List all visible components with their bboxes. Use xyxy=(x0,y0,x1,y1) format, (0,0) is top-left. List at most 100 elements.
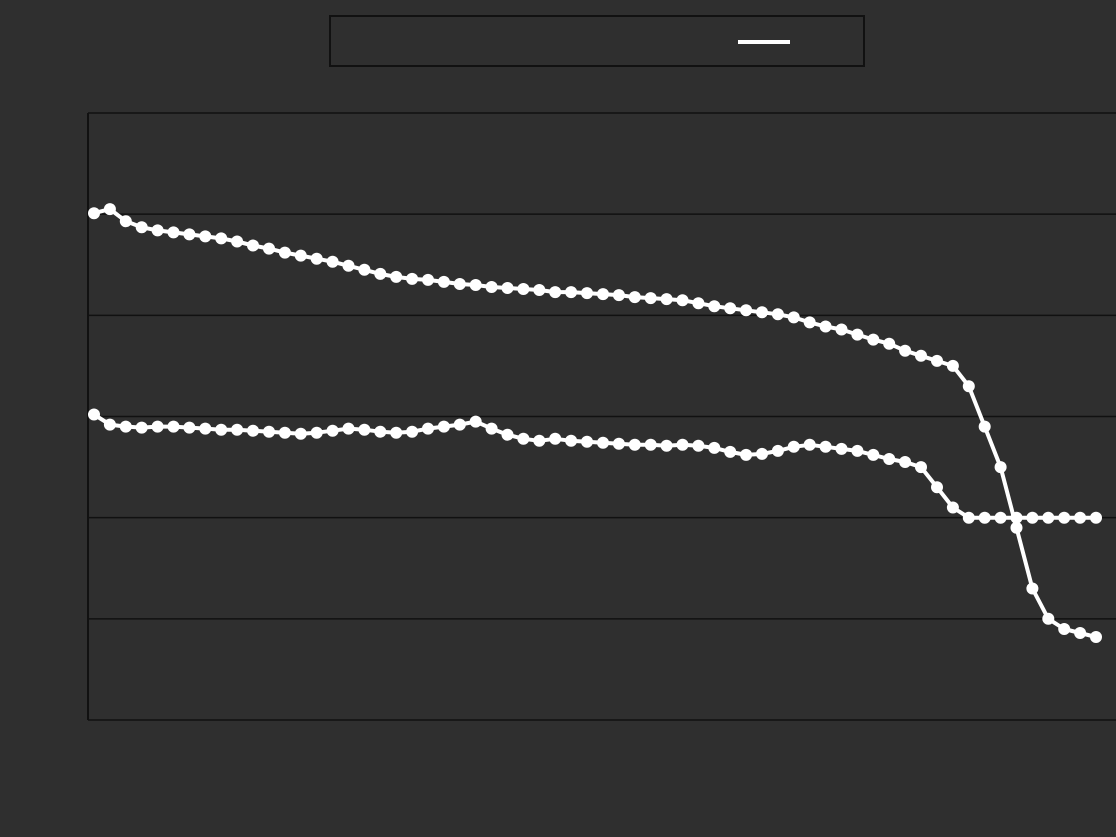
data-point xyxy=(819,320,832,333)
data-point xyxy=(692,297,705,310)
data-point xyxy=(676,438,689,451)
data-point xyxy=(899,456,912,468)
data-point xyxy=(1074,511,1087,524)
data-point xyxy=(978,511,991,524)
data-point xyxy=(819,440,832,453)
data-point xyxy=(565,434,578,447)
data-point xyxy=(135,421,148,434)
data-point xyxy=(199,422,212,435)
data-point xyxy=(533,284,546,296)
data-point xyxy=(1042,511,1055,524)
data-point xyxy=(724,302,737,315)
data-point xyxy=(358,263,371,276)
data-point xyxy=(851,328,864,341)
data-point xyxy=(374,267,387,280)
series-2 xyxy=(88,408,1102,524)
data-point xyxy=(994,511,1007,524)
data-point xyxy=(628,438,641,451)
data-point xyxy=(103,418,116,431)
data-point xyxy=(565,286,578,299)
data-point xyxy=(915,461,927,474)
data-point xyxy=(406,272,419,285)
data-point xyxy=(247,239,259,252)
data-point xyxy=(247,424,259,437)
data-point xyxy=(231,423,244,436)
data-point xyxy=(931,354,943,367)
data-point xyxy=(676,294,689,307)
data-point xyxy=(263,425,275,438)
data-point xyxy=(1074,627,1087,639)
data-point xyxy=(787,440,800,453)
data-point xyxy=(326,255,339,268)
data-point xyxy=(183,228,196,241)
data-point xyxy=(151,420,164,433)
data-point xyxy=(628,291,641,304)
data-point xyxy=(390,426,403,439)
data-point xyxy=(103,203,116,216)
data-point xyxy=(597,436,609,449)
data-point xyxy=(517,432,530,445)
data-point xyxy=(787,311,800,324)
data-point xyxy=(581,287,593,300)
series-group xyxy=(88,203,1102,643)
data-point xyxy=(644,438,657,451)
data-point xyxy=(803,316,816,329)
data-point xyxy=(485,422,498,435)
data-point xyxy=(1058,511,1071,524)
data-point xyxy=(851,444,864,457)
data-point xyxy=(660,439,673,452)
data-point xyxy=(612,437,625,450)
legend xyxy=(329,15,865,67)
data-point xyxy=(135,221,148,234)
data-point xyxy=(342,259,355,272)
data-point xyxy=(183,421,196,434)
data-point xyxy=(946,501,959,514)
data-point xyxy=(962,380,975,393)
data-point xyxy=(1042,612,1055,625)
data-point xyxy=(390,270,403,283)
data-point xyxy=(692,439,705,452)
data-point xyxy=(883,337,896,350)
data-point xyxy=(294,427,307,440)
data-point xyxy=(1090,631,1102,643)
data-point xyxy=(978,420,991,433)
data-point xyxy=(740,448,753,461)
data-point xyxy=(597,288,609,301)
data-point xyxy=(422,273,434,286)
data-point xyxy=(453,418,466,431)
data-point xyxy=(549,432,562,445)
data-point xyxy=(803,438,816,451)
data-point xyxy=(899,344,912,357)
data-point xyxy=(406,425,419,438)
series-line xyxy=(92,207,1098,639)
data-point xyxy=(310,426,323,439)
data-point xyxy=(883,453,896,465)
data-point xyxy=(549,286,562,299)
data-point xyxy=(771,444,784,457)
data-point xyxy=(215,423,228,436)
data-point xyxy=(771,308,784,321)
data-point xyxy=(501,428,514,441)
data-point xyxy=(119,215,132,228)
data-point xyxy=(374,425,387,438)
data-point xyxy=(119,420,132,433)
data-point xyxy=(215,232,228,245)
data-point xyxy=(533,434,546,447)
data-point xyxy=(294,249,307,262)
data-point xyxy=(756,447,768,460)
data-point xyxy=(151,224,164,237)
series-line xyxy=(92,412,1098,520)
data-point xyxy=(1026,511,1039,524)
data-point xyxy=(310,252,323,265)
data-point xyxy=(867,333,880,346)
data-point xyxy=(278,246,291,259)
data-point xyxy=(708,300,721,313)
data-point xyxy=(326,424,339,437)
data-point xyxy=(199,230,212,243)
data-point xyxy=(167,226,180,239)
data-point xyxy=(469,279,482,291)
gridlines xyxy=(88,112,1116,721)
data-point xyxy=(581,435,593,448)
data-point xyxy=(756,306,768,319)
